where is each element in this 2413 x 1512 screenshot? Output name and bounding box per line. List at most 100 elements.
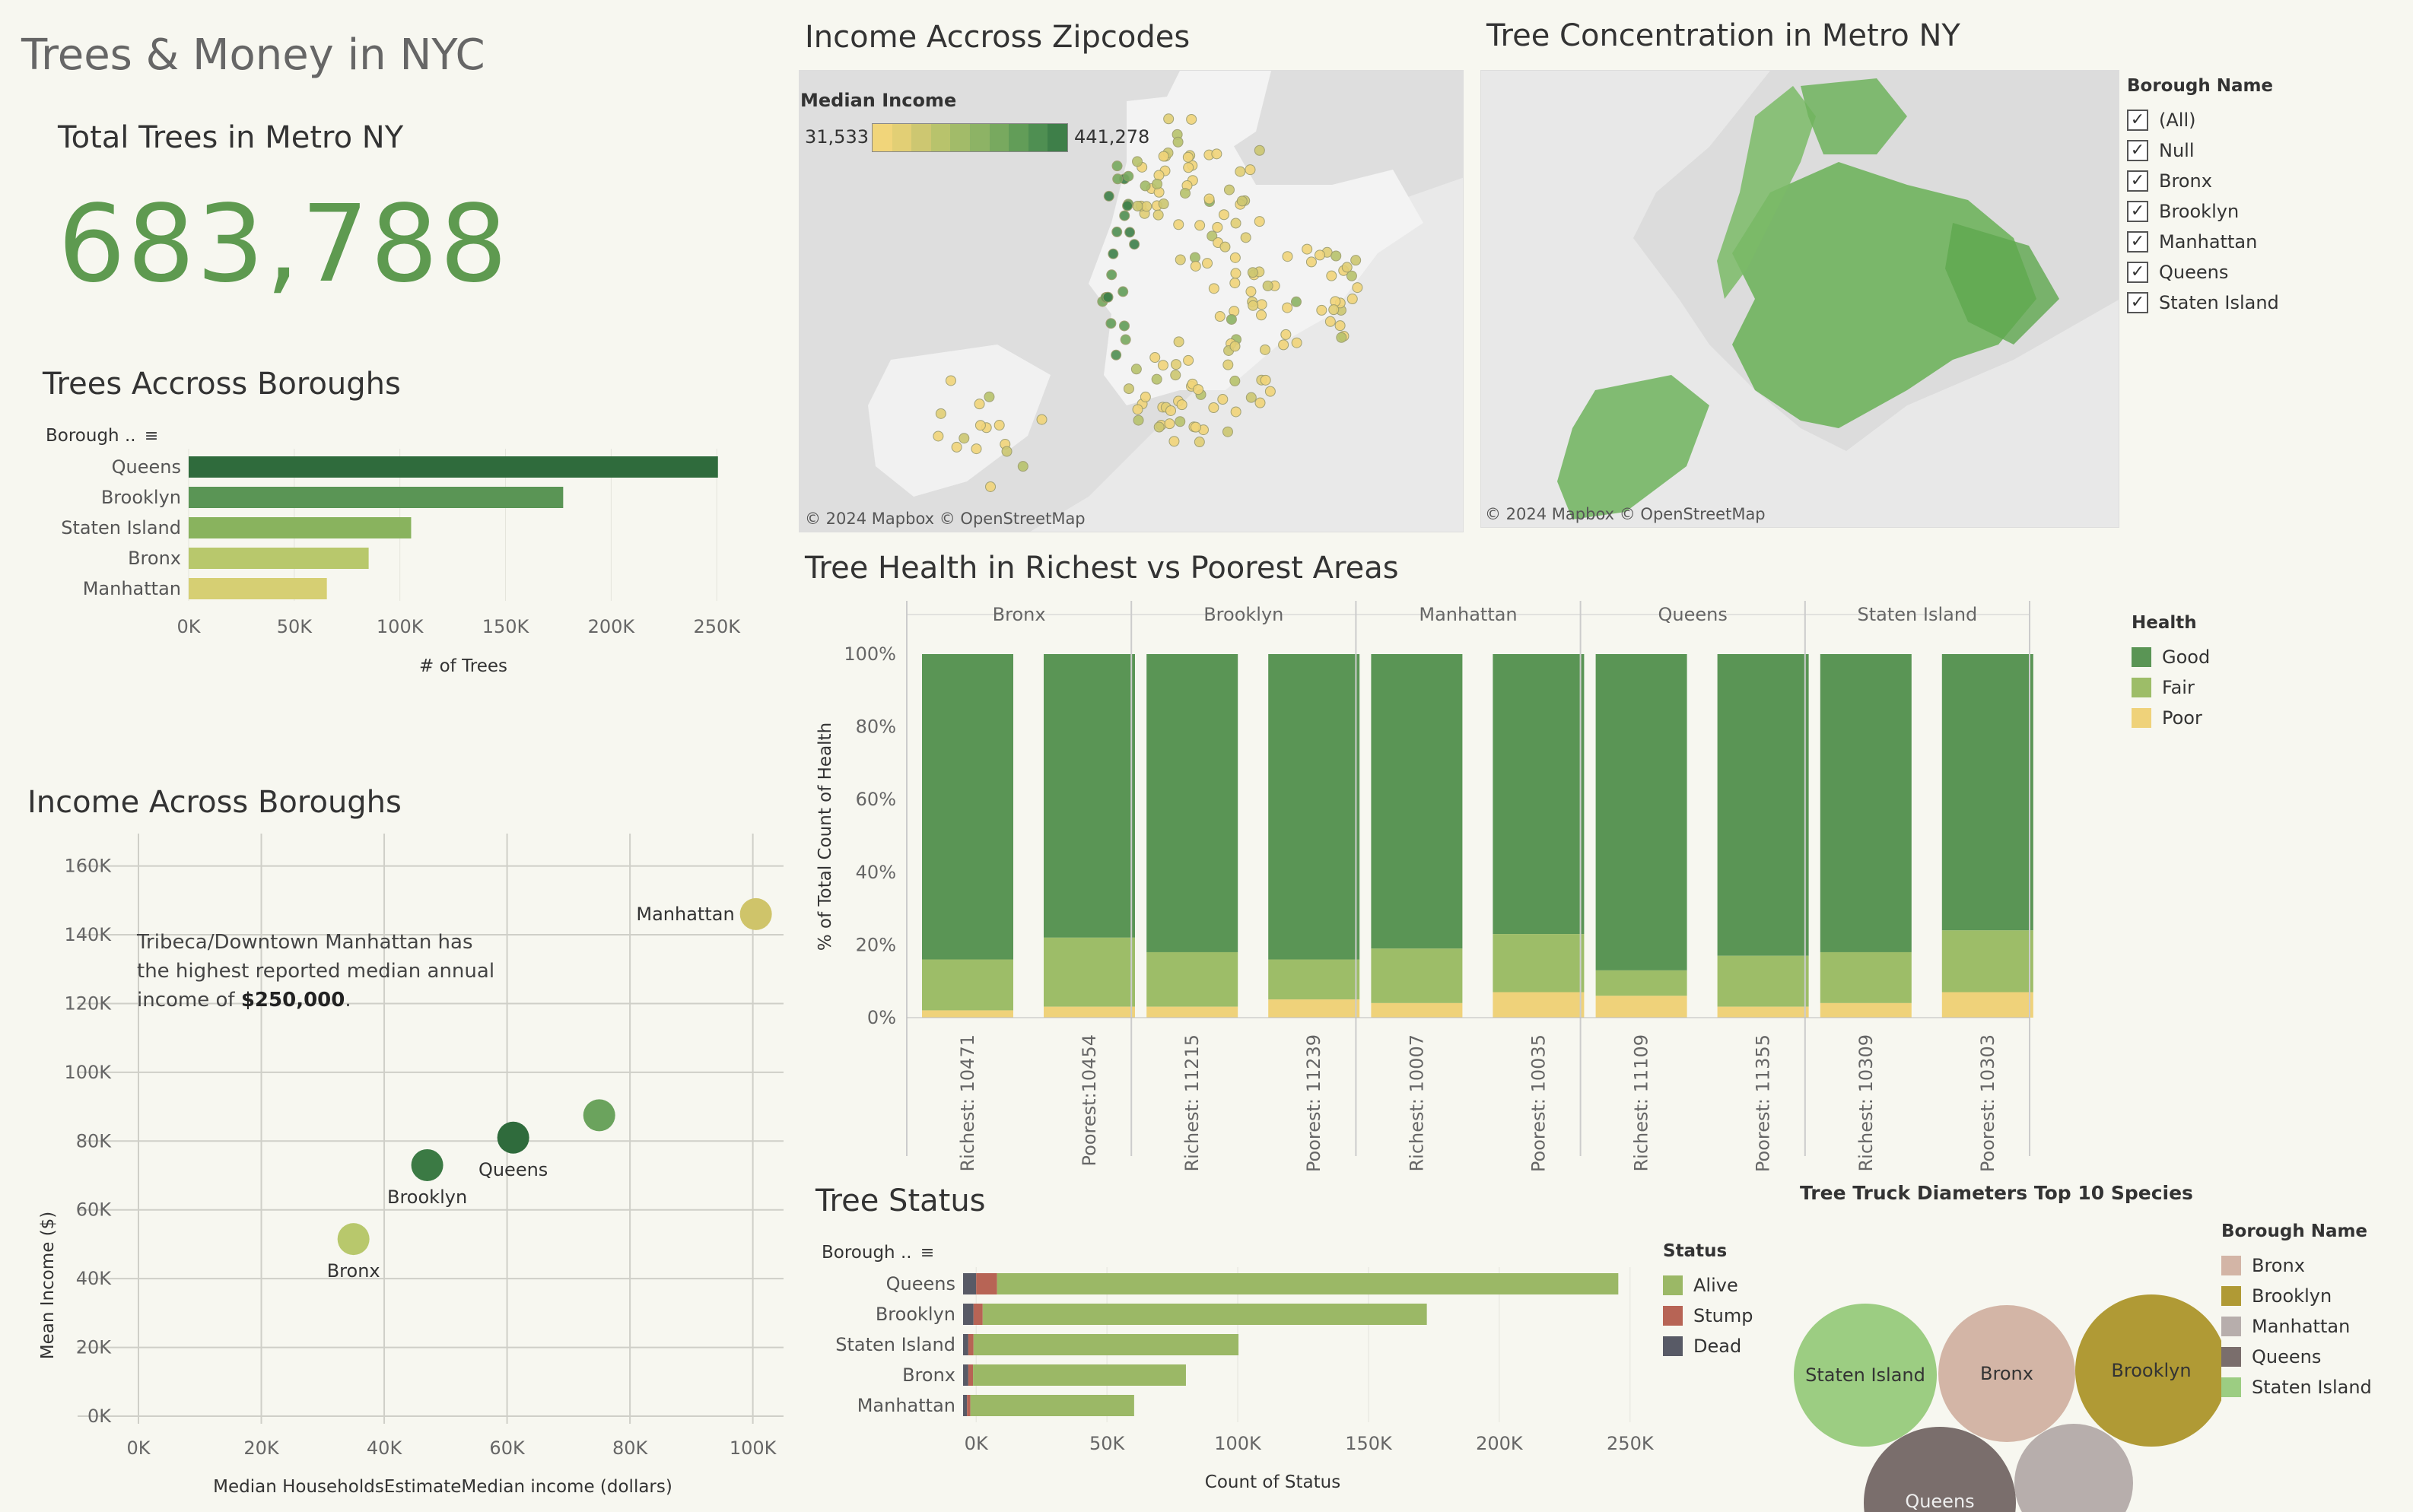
bar-segment-good [1146,654,1238,952]
filter-item-null[interactable]: ✓ Null [2127,135,2279,166]
tree-status-sort[interactable]: Borough .. ≡ [822,1243,934,1263]
x-tick-label: 250K [1607,1433,1655,1454]
zip-dot [1140,391,1151,402]
bar-segment-fair [1941,930,2033,993]
x-tick-label: 0K [126,1437,151,1459]
checkbox-icon[interactable]: ✓ [2127,110,2148,131]
zip-dot [1346,294,1358,305]
zip-dot [1190,421,1201,433]
legend-item-bronx[interactable]: Bronx [2221,1250,2372,1281]
filter-item-queens[interactable]: ✓ Queens [2127,257,2279,287]
legend-item-dead[interactable]: Dead [1663,1331,1753,1361]
category-label: Brooklyn [101,487,181,508]
zip-dot [1120,334,1131,345]
checkbox-icon[interactable]: ✓ [2127,292,2148,313]
land-shape [868,345,1051,497]
income-zip-title: Income Accross Zipcodes [805,20,1191,55]
filter-item-manhattan[interactable]: ✓ Manhattan [2127,227,2279,257]
sort-icon[interactable]: ≡ [144,427,159,446]
zip-dot [1183,162,1194,173]
income-zip-map[interactable] [799,70,1464,532]
legend-item-manhattan[interactable]: Manhattan [2221,1311,2372,1342]
swatch [2221,1286,2241,1306]
x-tick-label: 150K [482,616,530,637]
zip-dot [1324,316,1336,327]
legend-item-stump[interactable]: Stump [1663,1301,1753,1331]
legend-item-poor[interactable]: Poor [2132,703,2210,733]
zip-dot [1211,148,1222,160]
zip-dot [1102,291,1114,303]
category-label: Staten Island [835,1334,955,1355]
swatch [2221,1256,2241,1275]
bar-label: Poorest:10454 [1079,1034,1100,1166]
x-tick-label: 100K [377,616,424,637]
annotation-line: the highest reported median annual [137,960,495,983]
bar-segment-poor [1268,999,1360,1018]
annotation-text: . [345,989,351,1012]
y-tick-label: 100% [844,643,896,665]
annotation-text: income of [137,989,241,1012]
median-income-min: 31,533 [805,126,869,148]
zip-dot [1103,190,1114,202]
filter-item-bronx[interactable]: ✓ Bronx [2127,166,2279,196]
group-label: Brooklyn [1203,604,1283,625]
zip-dot [1175,416,1186,427]
bubble-bronx[interactable] [1938,1305,2075,1442]
filter-item-all[interactable]: ✓ (All) [2127,105,2279,135]
checkbox-icon[interactable]: ✓ [2127,201,2148,222]
swatch [2221,1317,2241,1336]
trees-boroughs-title: Trees Accross Boroughs [43,367,401,402]
map-attribution[interactable]: © 2024 Mapbox © OpenStreetMap [805,510,1086,528]
bar-segment-alive [997,1273,1619,1294]
bubble-queens[interactable] [1864,1427,2016,1512]
legend-item-staten-island[interactable]: Staten Island [2221,1372,2372,1402]
map-attribution-2[interactable]: © 2024 Mapbox © OpenStreetMap [1485,505,1766,523]
category-label: Queens [112,456,181,478]
y-axis-label: % of Total Count of Health [815,723,835,951]
legend-label: Dead [1693,1336,1742,1357]
legend-item-queens[interactable]: Queens [2221,1342,2372,1372]
legend-item-alive[interactable]: Alive [1663,1270,1753,1301]
bar-segment-good [1941,654,2033,931]
bar-segment-stump [967,1395,971,1416]
bubble-brooklyn[interactable] [2075,1294,2221,1447]
bar-manhattan [189,578,327,599]
bubble-manhattan[interactable] [2014,1424,2133,1512]
group-label: Bronx [993,604,1046,625]
tree-concentration-map[interactable] [1480,70,2119,528]
legend-item-brooklyn[interactable]: Brooklyn [2221,1281,2372,1311]
zip-dot [1158,199,1169,210]
status-legend: Status Alive Stump Dead [1663,1241,1753,1361]
bubble-staten-island[interactable] [1794,1304,1937,1447]
zip-dot [1157,360,1168,371]
checkbox-icon[interactable]: ✓ [2127,262,2148,283]
zip-dot [1229,252,1241,263]
filter-item-staten-island[interactable]: ✓ Staten Island [2127,287,2279,318]
zip-dot [1212,221,1223,233]
checkbox-icon[interactable]: ✓ [2127,140,2148,161]
trees-boroughs-chart: 0K 50K 100K 150K 200K 250K Queens Brooklyn State… [61,449,741,676]
zip-dot [1245,392,1257,403]
sort-icon[interactable]: ≡ [920,1244,935,1263]
zip-dot [1352,282,1363,294]
bar-label: Poorest: 10035 [1528,1034,1549,1171]
bar-segment-poor [1820,1002,1912,1018]
bar-label: Richest: 10007 [1406,1034,1427,1171]
bar-segment-poor [1146,1006,1238,1018]
zip-dot [1256,310,1267,321]
swatch [2221,1347,2241,1367]
checkbox-icon[interactable]: ✓ [2127,231,2148,253]
legend-item-good[interactable]: Good [2132,642,2210,672]
zip-dot [1219,241,1231,253]
borough-filter[interactable]: Borough Name ✓ (All) ✓ Null ✓ Bronx ✓ Brookl… [2127,76,2279,318]
trees-boroughs-sort[interactable]: Borough .. ≡ [46,426,158,446]
checkbox-icon[interactable]: ✓ [2127,170,2148,192]
bubble-label-bronx: Bronx [1980,1363,2033,1384]
bubble-label-brooklyn: Brooklyn [2111,1360,2191,1381]
filter-item-brooklyn[interactable]: ✓ Brooklyn [2127,196,2279,227]
filter-label: Brooklyn [2159,201,2240,222]
legend-item-fair[interactable]: Fair [2132,672,2210,703]
zip-dot [1151,373,1162,385]
sort-label: Borough .. [46,426,136,446]
category-label: Brooklyn [876,1304,955,1325]
